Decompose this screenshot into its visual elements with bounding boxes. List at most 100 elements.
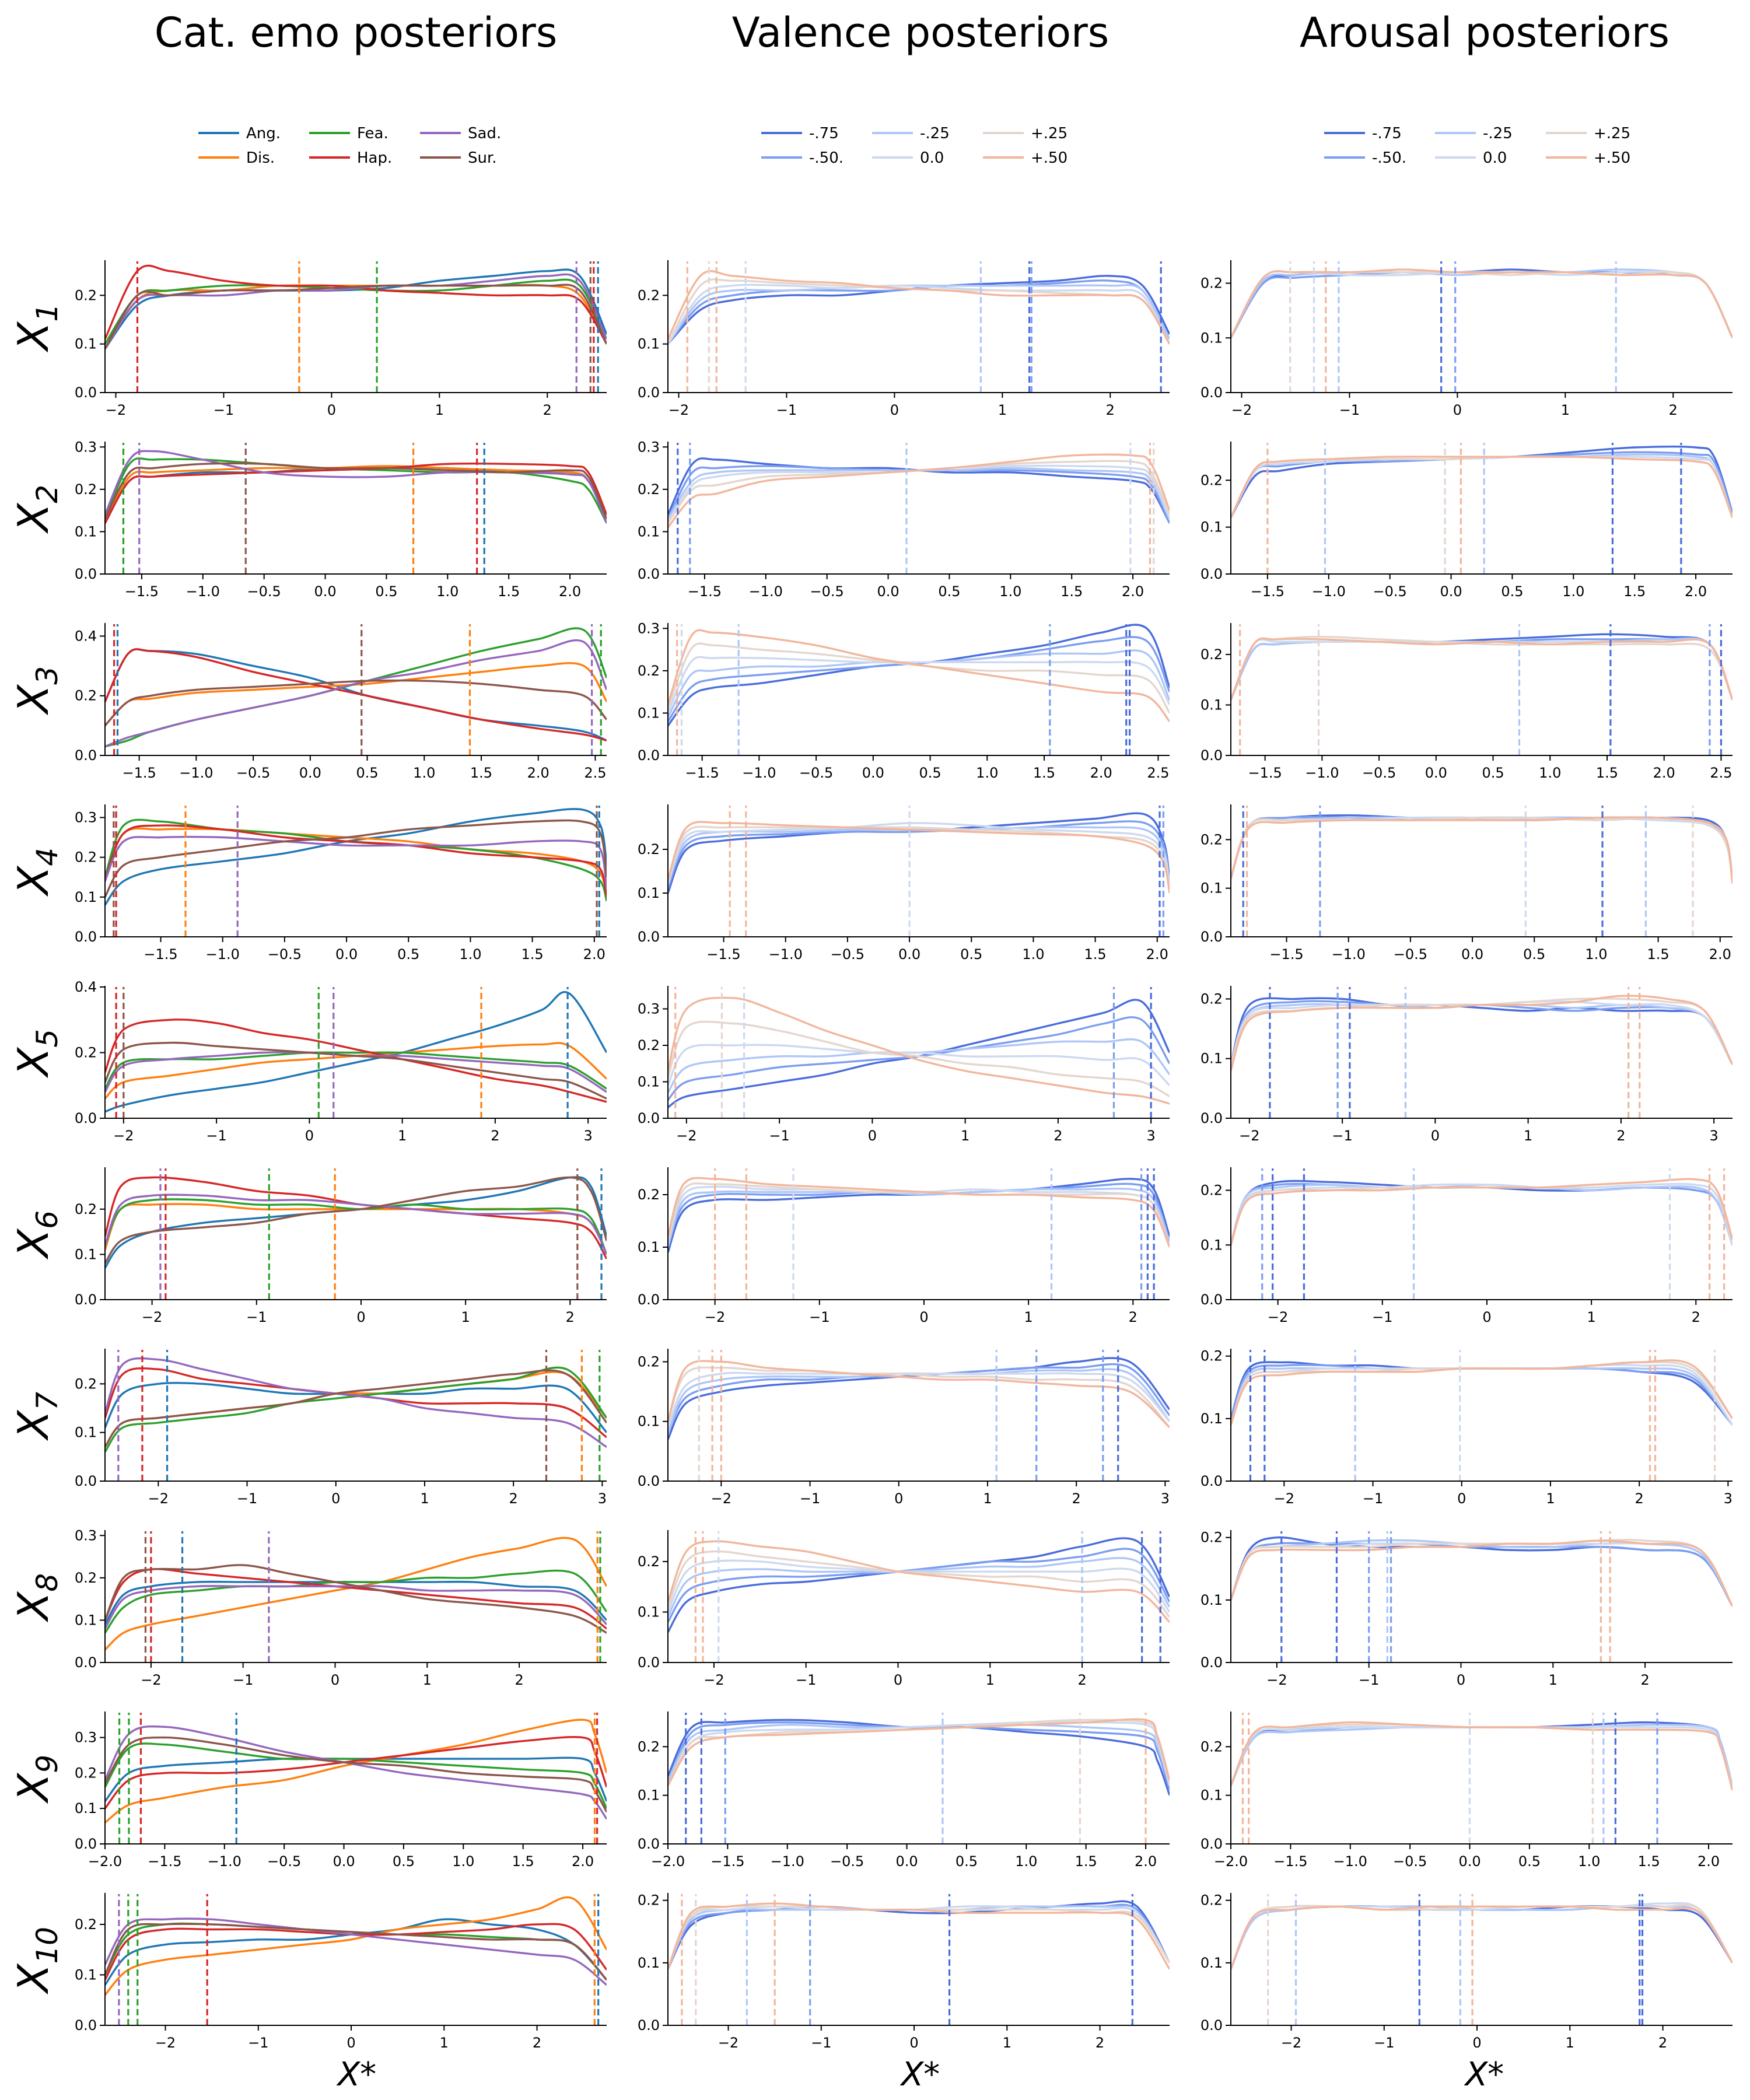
series-layer (668, 987, 1170, 1118)
x-tick-label: 0.0 (1461, 946, 1483, 963)
x-tick-label: 3 (1710, 1128, 1718, 1144)
series-line (668, 457, 1170, 524)
x-tick-label: −1.0 (1334, 1853, 1367, 1870)
series-line (105, 808, 607, 906)
series-line (105, 462, 607, 524)
series-line (1231, 997, 1732, 1065)
series-line (105, 1736, 607, 1813)
series-line (1231, 816, 1732, 884)
series-line (105, 465, 607, 524)
series-line (1231, 1359, 1732, 1426)
y-tick-label: 0.0 (75, 929, 97, 945)
x-tick-label: 0.5 (960, 946, 982, 963)
x-tick-label: 2 (1129, 1309, 1138, 1325)
y-tick-label: 0.0 (638, 1292, 660, 1308)
x-tick-label: −2.0 (88, 1853, 122, 1870)
y-tick-label: 0.2 (638, 1738, 660, 1755)
x-tick-label: −1 (809, 1309, 830, 1325)
series-line (105, 1194, 607, 1255)
series-line (668, 284, 1170, 345)
panel-row6-col3: 0.0 0.1 0.2 −2 −1 0 1 2 (1200, 1167, 1732, 1325)
series-layer (105, 443, 607, 574)
x-tick-label: −2 (1266, 1672, 1287, 1688)
x-tick-label: 1 (998, 402, 1007, 418)
x-tick-label: 2.0 (1122, 583, 1144, 600)
y-tick-label: 0.1 (638, 1604, 660, 1620)
series-line (668, 1905, 1170, 1970)
y-tick-label: 0.2 (75, 1765, 97, 1781)
x-tick-label: 2 (1077, 1672, 1086, 1688)
y-tick-label: 0.0 (1200, 1836, 1223, 1852)
x-tick-label: −1.0 (1332, 946, 1366, 963)
y-tick-label: 0.0 (1200, 1654, 1223, 1671)
legend-label: 0.0 (920, 149, 944, 167)
series-line (1231, 1542, 1732, 1607)
series-line (668, 629, 1170, 723)
y-tick-label: 0.0 (638, 929, 660, 945)
x-tick-label: 0.5 (375, 583, 397, 600)
series-line (668, 279, 1170, 345)
series-line (105, 1917, 607, 1986)
series-line (105, 1176, 607, 1269)
x-tick-label: 2 (1096, 2035, 1104, 2051)
series-layer (668, 1531, 1170, 1662)
series-line (1231, 268, 1732, 339)
x-tick-label: 2.0 (572, 1853, 594, 1870)
y-tick-label: 0.1 (1200, 1787, 1223, 1804)
panel-row7-col1: 0.0 0.1 0.2 −2 −1 0 1 2 3 (75, 1349, 607, 1507)
y-tick-label: 0.2 (75, 481, 97, 498)
panel-row7-col3: 0.0 0.1 0.2 −2 −1 0 1 2 3 (1200, 1348, 1732, 1507)
x-tick-label: −0.5 (268, 946, 302, 963)
x-tick-label: 0 (327, 402, 336, 418)
legend-label: Fea. (357, 125, 388, 142)
y-tick-label: 0.3 (638, 439, 660, 455)
x-tick-label: −2 (106, 402, 126, 418)
x-tick-label: 0 (331, 1672, 340, 1688)
y-tick-label: 0.3 (638, 620, 660, 636)
row-label-text: X9 (9, 1755, 64, 1804)
x-axis-label-col1: X* (336, 2056, 376, 2094)
legend-label: -.75 (809, 125, 839, 142)
y-tick-label: 0.1 (638, 523, 660, 540)
y-tick-label: 0.1 (75, 1966, 97, 1983)
panel-row2-col1: 0.0 0.1 0.2 0.3 −1.5 −1.0 −0.5 0.0 0.5 1.0 1.5 2.0 (75, 439, 607, 600)
x-tick-label: 0.0 (299, 765, 321, 781)
x-tick-label: −0.5 (830, 1853, 864, 1870)
series-line (668, 1537, 1170, 1633)
row-label-text: X6 (9, 1210, 64, 1260)
series-line (668, 453, 1170, 528)
x-tick-label: 1.5 (1084, 946, 1107, 963)
series-line (1231, 1182, 1732, 1245)
x-tick-label: 2 (1054, 1128, 1062, 1144)
x-tick-label: 0 (868, 1128, 877, 1144)
y-tick-label: 0.0 (638, 566, 660, 582)
x-tick-label: 0 (1472, 2035, 1481, 2051)
x-tick-label: −1.5 (148, 1853, 181, 1870)
y-tick-label: 0.2 (638, 1186, 660, 1203)
panel-row10-col1: 0.0 0.1 0.2 −2 −1 0 1 2 (75, 1893, 607, 2051)
series-line (668, 1905, 1170, 1970)
x-tick-label: −1.5 (144, 946, 177, 963)
row-label: X2 (9, 485, 64, 534)
row-label: X8 (9, 1573, 64, 1623)
panel-row3-col1: 0.0 0.2 0.4 −1.5 −1.0 −0.5 0.0 0.5 1.0 1.5 2.0 2.5 (75, 623, 607, 781)
x-tick-label: 0 (919, 1309, 928, 1325)
x-tick-label: 2.0 (1709, 946, 1731, 963)
series-line (668, 649, 1170, 718)
series-line (105, 462, 607, 520)
row-label: X5 (9, 1029, 64, 1079)
series-line (105, 1536, 607, 1651)
y-tick-label: 0.1 (638, 1074, 660, 1090)
panel-row10-col2: 0.0 0.1 0.2 −2 −1 0 1 2 (638, 1892, 1170, 2051)
x-tick-label: 1 (440, 2035, 449, 2051)
series-line (105, 1725, 607, 1820)
y-tick-label: 0.2 (638, 841, 660, 858)
series-layer (668, 624, 1170, 755)
x-tick-label: 2.0 (1135, 1853, 1157, 1870)
row-label-text: X4 (9, 848, 64, 897)
series-line (1231, 1178, 1732, 1245)
x-tick-label: −1 (811, 2035, 831, 2051)
x-tick-label: 2.0 (1698, 1853, 1720, 1870)
x-tick-label: 1 (398, 1128, 407, 1144)
row-label: X7 (9, 1392, 64, 1441)
